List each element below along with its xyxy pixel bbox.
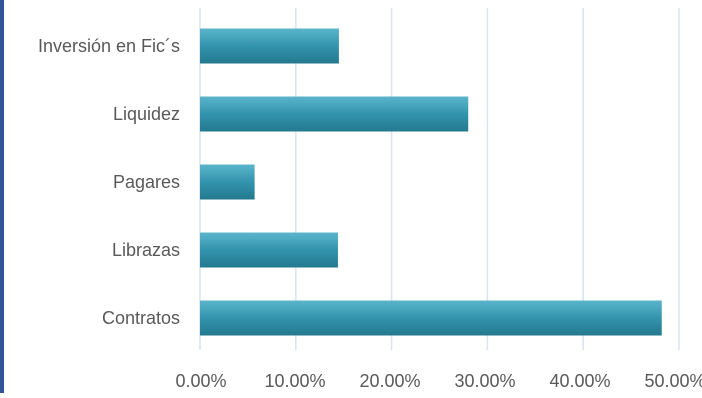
bar-3	[200, 232, 338, 268]
category-label-3: Librazas	[112, 240, 180, 260]
bar-4	[200, 300, 662, 336]
bars	[200, 28, 662, 336]
category-label-1: Liquidez	[113, 104, 180, 124]
category-labels: Inversión en Fic´s Liquidez Pagares Libraza…	[38, 36, 180, 328]
x-tick-label-4: 40.00%	[549, 371, 610, 391]
category-label-2: Pagares	[113, 172, 180, 192]
bar-1	[200, 96, 469, 132]
left-accent-bar	[0, 0, 4, 393]
bar-0	[200, 28, 339, 64]
x-tick-label-0: 0.00%	[175, 371, 226, 391]
x-tick-label-5: 50.00%	[644, 371, 702, 391]
x-tick-label-3: 30.00%	[454, 371, 515, 391]
x-tick-label-2: 20.00%	[359, 371, 420, 391]
category-label-4: Contratos	[102, 308, 180, 328]
grid-lines	[199, 8, 680, 350]
bar-2	[200, 164, 255, 200]
x-tick-labels: 0.00% 10.00% 20.00% 30.00% 40.00% 50.00%	[175, 371, 702, 391]
x-tick-label-1: 10.00%	[264, 371, 325, 391]
category-label-0: Inversión en Fic´s	[38, 36, 180, 56]
